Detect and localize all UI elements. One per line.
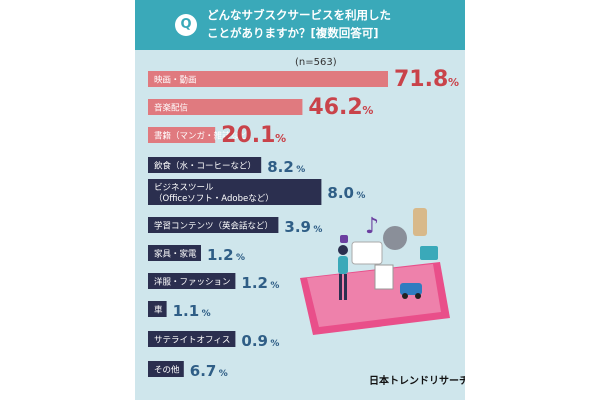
- person-head-icon: [338, 245, 348, 255]
- bars-layer: 映画・動画 71.8 % 音楽配信 46.2 % 書籍（マンガ・雑誌など）20.1 % 飲食（水…: [148, 67, 459, 380]
- brand-logo-text: 日本トレンドリサーチ: [369, 376, 465, 387]
- category-label: サテライトオフィス: [154, 336, 230, 346]
- question-line-2: ことがありますか？[複数回答可]: [207, 26, 379, 40]
- car-wheel-icon: [402, 293, 408, 299]
- value-unit-label: %: [270, 339, 279, 349]
- value-unit-label: %: [219, 369, 228, 379]
- value-label: 6.7: [190, 362, 217, 380]
- bar-1: [148, 71, 388, 87]
- app-icon: [340, 235, 348, 243]
- tv-icon: [351, 241, 383, 265]
- person-leg-icon: [344, 274, 347, 300]
- value-label: 20.1: [221, 123, 275, 148]
- bar-2: [148, 99, 303, 115]
- gamepad-icon: [383, 226, 407, 250]
- bar-9: [148, 301, 167, 317]
- category-label: 車: [154, 305, 163, 316]
- category-label: 家具・家電: [154, 249, 197, 260]
- sofa-icon: [420, 246, 438, 260]
- value-unit-label: %: [296, 165, 305, 175]
- bar-chart: 映画・動画 71.8 % 音楽配信 46.2 % 書籍（マンガ・雑誌など）20.1 % 飲食（水…: [148, 67, 459, 380]
- category-label: ビジネスツール: [154, 183, 214, 193]
- category-label: （Officeソフト・Adobeなど）: [154, 193, 274, 204]
- category-label: 飲食（水・コーヒーなど）: [154, 161, 256, 172]
- value-unit-label: %: [202, 309, 211, 319]
- value-label: 1.2: [207, 246, 234, 264]
- category-label: 洋服・ファッション: [154, 277, 231, 288]
- person-body-icon: [338, 256, 348, 274]
- value-label: 0.9: [241, 332, 268, 350]
- category-label: 映画・動画: [154, 75, 197, 86]
- question-text: どんなサブスクサービスを利用した ことがありますか？[複数回答可]: [207, 6, 447, 42]
- bar-3: [148, 127, 216, 143]
- book-icon: [374, 264, 394, 290]
- infographic-card: Q どんなサブスクサービスを利用した ことがありますか？[複数回答可] (n=5…: [135, 0, 465, 400]
- bar-5: [148, 179, 322, 205]
- value-unit-label: %: [356, 191, 365, 201]
- category-label: 書籍（マンガ・雑誌など）: [154, 131, 256, 142]
- value-unit-label: %: [448, 76, 459, 89]
- car-wheel-icon: [415, 293, 421, 299]
- bar-7: [148, 245, 201, 261]
- value-label: 3.9: [284, 218, 311, 236]
- value-label: 1.1: [173, 302, 200, 320]
- value-label: 8.2: [267, 158, 294, 176]
- value-label: 46.2: [308, 95, 362, 120]
- category-label: その他: [154, 365, 180, 376]
- value-label: 1.2: [241, 274, 268, 292]
- bar-11: [148, 361, 184, 377]
- category-label: 学習コンテンツ（英会話など）: [154, 221, 273, 232]
- question-line-1: どんなサブスクサービスを利用した: [207, 8, 391, 22]
- shirt-icon: [413, 208, 427, 236]
- value-label: 71.8: [394, 67, 448, 92]
- music-note-icon: ♪: [365, 214, 379, 239]
- value-label: 8.0: [327, 184, 354, 202]
- bar-8: [148, 273, 236, 289]
- value-unit-label: %: [313, 225, 322, 235]
- value-unit-label: %: [275, 132, 286, 145]
- bar-6: [148, 217, 279, 233]
- smartphone-illustration: ♪: [300, 208, 450, 335]
- value-unit-label: %: [270, 281, 279, 291]
- sample-size-note: (n=563): [295, 57, 337, 68]
- value-unit-label: %: [362, 104, 373, 117]
- question-badge: Q: [175, 14, 197, 36]
- value-unit-label: %: [236, 253, 245, 263]
- bar-4: [148, 157, 262, 173]
- bar-10: [148, 331, 236, 347]
- question-header: Q どんなサブスクサービスを利用した ことがありますか？[複数回答可]: [135, 0, 465, 50]
- car-icon: [400, 283, 422, 295]
- category-label: 音楽配信: [154, 103, 189, 114]
- person-leg-icon: [339, 274, 342, 300]
